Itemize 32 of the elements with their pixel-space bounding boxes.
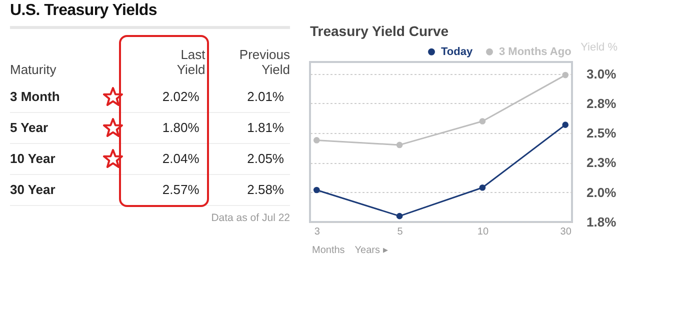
y-tick-label: 2.3% — [586, 155, 617, 170]
data-label: 2.04% — [133, 143, 206, 174]
legend-label: Today — [441, 46, 474, 58]
text: Years ▸ — [354, 245, 388, 256]
data-label: 2.01% — [205, 81, 290, 112]
text: U.S. Treasury Yields — [10, 2, 290, 29]
category-label: 30 Year — [10, 174, 94, 205]
data-label: 2.02% — [133, 81, 206, 112]
category-label: 3 Month — [10, 81, 94, 112]
y-tick-label: 2.0% — [586, 184, 617, 200]
y-tick-label: 3.0% — [586, 66, 617, 82]
x-tick-label: 3 — [314, 226, 320, 238]
category-label: 10 Year — [10, 143, 94, 174]
x-tick-label: 5 — [397, 226, 404, 238]
text: Data as of Jul 22 — [210, 212, 290, 224]
data-label: 2.58% — [205, 174, 290, 205]
data-label: 2.57% — [133, 174, 206, 205]
text: Last Yield — [176, 46, 206, 79]
legend-label: 3 Months Ago — [499, 46, 572, 58]
text: Previous Yield — [238, 46, 290, 79]
data-label: 1.81% — [205, 112, 290, 143]
data-label: 2.05% — [205, 143, 290, 174]
text: Months — [312, 245, 345, 256]
y-tick-label: 1.8% — [586, 214, 617, 230]
chart-title: Treasury Yield Curve — [310, 23, 449, 39]
x-tick-label: 30 — [560, 226, 572, 238]
y-tick-label: 2.8% — [586, 96, 617, 111]
x-tick-label: 10 — [477, 226, 489, 238]
y-tick-label: 2.5% — [586, 126, 617, 141]
data-label: 1.80% — [133, 112, 206, 143]
category-label: 5 Year — [10, 112, 94, 143]
text: Maturity — [10, 61, 58, 79]
